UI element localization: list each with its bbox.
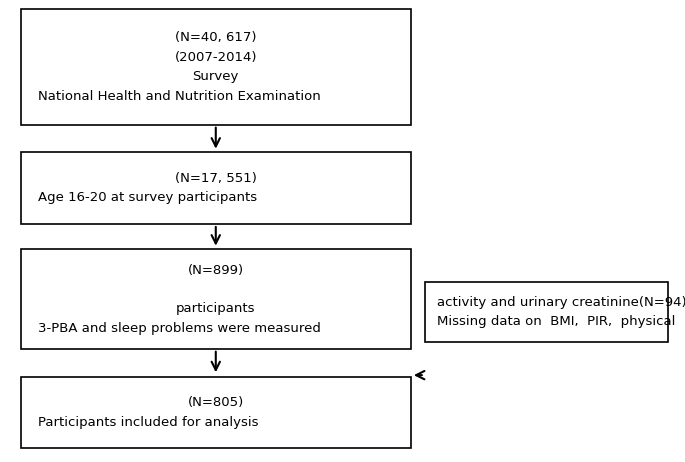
Text: Age 16-20 at survey participants: Age 16-20 at survey participants xyxy=(38,191,257,205)
FancyBboxPatch shape xyxy=(21,9,411,125)
FancyBboxPatch shape xyxy=(21,249,411,349)
Text: (2007-2014): (2007-2014) xyxy=(175,51,257,64)
FancyBboxPatch shape xyxy=(21,377,411,448)
Text: 3-PBA and sleep problems were measured: 3-PBA and sleep problems were measured xyxy=(38,322,321,335)
Text: participants: participants xyxy=(176,302,256,316)
Text: (N=805): (N=805) xyxy=(188,396,244,409)
Text: activity and urinary creatinine(N=94): activity and urinary creatinine(N=94) xyxy=(437,296,685,309)
FancyBboxPatch shape xyxy=(21,152,411,224)
Text: Missing data on  BMI,  PIR,  physical: Missing data on BMI, PIR, physical xyxy=(437,315,675,328)
Text: (N=17, 551): (N=17, 551) xyxy=(175,172,257,185)
Text: (N=899): (N=899) xyxy=(188,263,244,277)
Text: Participants included for analysis: Participants included for analysis xyxy=(38,415,258,429)
Text: (N=40, 617): (N=40, 617) xyxy=(175,31,256,44)
Text: Survey: Survey xyxy=(192,70,239,83)
FancyBboxPatch shape xyxy=(425,282,668,342)
Text: National Health and Nutrition Examination: National Health and Nutrition Examinatio… xyxy=(38,90,321,103)
